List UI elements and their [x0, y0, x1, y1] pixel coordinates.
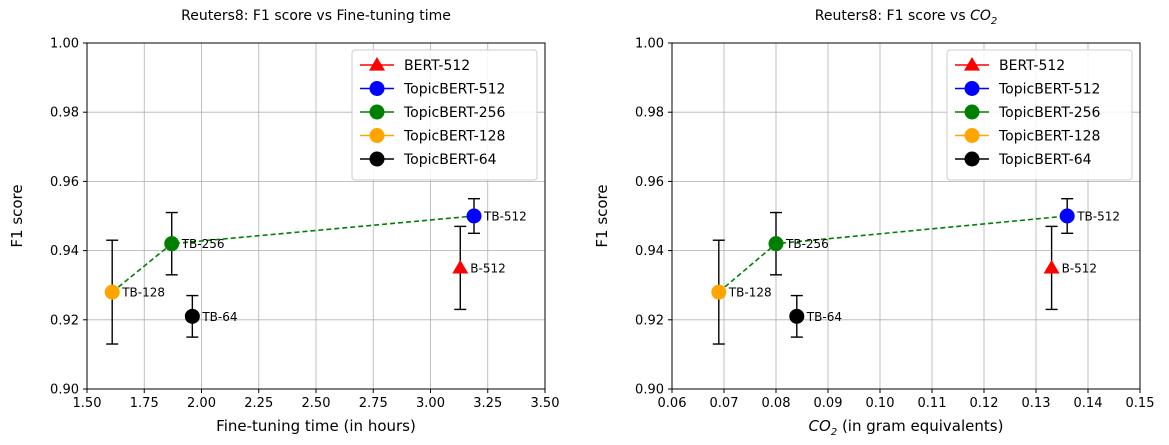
legend-marker: [370, 128, 385, 143]
legend-label: TopicBERT-256: [403, 105, 506, 121]
x-tick-label: 0.06: [658, 396, 687, 411]
legend: BERT-512 TopicBERT-512 TopicBERT-256 TopicB…: [352, 50, 537, 180]
legend-marker: [965, 128, 980, 143]
legend-label: TopicBERT-64: [998, 152, 1092, 168]
y-tick-label: 0.94: [50, 244, 79, 259]
series-topicbert-512: TB-512: [1060, 199, 1120, 234]
y-tick-label: 0.90: [50, 383, 79, 398]
x-axis-label: Fine-tuning time (in hours): [216, 417, 416, 435]
x-tick-label: 2.75: [359, 396, 388, 411]
point-label: TB-64: [806, 310, 842, 324]
point-label: B-512: [470, 261, 505, 275]
point-label: TB-128: [728, 286, 772, 300]
legend-label: TopicBERT-256: [998, 105, 1101, 121]
series-topicbert-512: TB-512: [467, 199, 527, 234]
x-tick-label: 3.00: [416, 396, 445, 411]
data-point: [185, 309, 200, 324]
series-topicbert-64: TB-64: [789, 296, 842, 338]
x-tick-label: 2.00: [187, 396, 216, 411]
x-tick-label: 0.15: [1126, 396, 1155, 411]
x-axis-label-co: CO: [809, 417, 831, 435]
legend-marker: [965, 81, 980, 96]
y-axis-label: F1 score: [593, 184, 611, 247]
legend-label: TopicBERT-512: [998, 82, 1100, 98]
chart-title: Reuters8: F1 score vs CO2: [815, 8, 998, 27]
point-label: TB-512: [483, 210, 527, 224]
chart-title-text: Reuters8: F1 score vs: [815, 8, 970, 24]
legend-marker: [370, 81, 385, 96]
legend-marker: [965, 152, 980, 167]
point-label: TB-512: [1076, 210, 1120, 224]
data-point: [769, 236, 784, 251]
legend-label: TopicBERT-512: [403, 82, 505, 98]
legend-marker: [370, 152, 385, 167]
legend-label: TopicBERT-128: [403, 129, 505, 145]
legend: BERT-512 TopicBERT-512 TopicBERT-256 TopicB…: [947, 50, 1132, 180]
y-axis-label: F1 score: [8, 184, 26, 247]
series-topicbert-64: TB-64: [185, 296, 238, 338]
series-topicbert-256: TB-256: [769, 213, 829, 275]
y-tick-label: 0.98: [635, 106, 664, 121]
point-label: TB-256: [785, 237, 829, 251]
x-tick-label: 1.50: [73, 396, 102, 411]
x-tick-label: 0.07: [710, 396, 739, 411]
data-point: [1044, 260, 1060, 274]
x-tick-label: 3.25: [473, 396, 502, 411]
data-point: [711, 285, 726, 300]
y-tick-label: 1.00: [50, 37, 79, 52]
series-bert-512: B-512: [452, 226, 505, 309]
data-point: [105, 285, 120, 300]
series-bert-512: B-512: [1044, 226, 1097, 309]
y-tick-label: 1.00: [635, 37, 664, 52]
legend-label: BERT-512: [999, 58, 1065, 74]
x-tick-label: 0.13: [1022, 396, 1051, 411]
y-tick-label: 0.92: [50, 313, 79, 328]
chart-title-sub: 2: [991, 16, 997, 27]
x-tick-label: 0.12: [970, 396, 999, 411]
x-axis-label-rest: (in gram equivalents): [837, 417, 1003, 435]
point-label: TB-128: [121, 286, 165, 300]
chart-right-svg: 0.06 0.07 0.08 0.09 0.10 0.11 0.12 0.13 0.14 0.15…: [585, 0, 1169, 445]
x-tick-label: 0.10: [866, 396, 895, 411]
y-tick-label: 0.90: [635, 383, 664, 398]
legend-marker: [965, 105, 980, 120]
trend-line: [719, 216, 1067, 292]
point-label: TB-64: [201, 310, 237, 324]
x-axis-label-text: Fine-tuning time (in hours): [216, 417, 416, 435]
x-tick-label: 0.11: [918, 396, 947, 411]
trend-line: [112, 216, 474, 292]
y-tick-label: 0.96: [50, 175, 79, 190]
data-point: [789, 309, 804, 324]
y-tick-label: 0.96: [635, 175, 664, 190]
x-tick-label: 0.14: [1074, 396, 1103, 411]
x-tick-label: 0.08: [762, 396, 791, 411]
data-point: [1060, 209, 1075, 224]
legend-label: TopicBERT-64: [403, 152, 497, 168]
y-tick-label: 0.92: [635, 313, 664, 328]
x-tick-label: 1.75: [130, 396, 159, 411]
x-tick-label: 0.09: [814, 396, 843, 411]
y-tick-label: 0.94: [635, 244, 664, 259]
legend-marker: [370, 105, 385, 120]
chart-left: 1.50 1.75 2.00 2.25 2.50 2.75 3.00 3.25 3.50 0.90…: [0, 0, 584, 445]
data-point: [452, 260, 468, 274]
chart-right: 0.06 0.07 0.08 0.09 0.10 0.11 0.12 0.13 0.14 0.15…: [585, 0, 1169, 445]
legend-label: TopicBERT-128: [998, 129, 1100, 145]
point-label: TB-256: [181, 237, 225, 251]
x-axis-label: CO2 (in gram equivalents): [809, 417, 1004, 438]
data-point: [164, 236, 179, 251]
chart-left-svg: 1.50 1.75 2.00 2.25 2.50 2.75 3.00 3.25 3.50 0.90…: [0, 0, 584, 445]
x-tick-label: 2.50: [302, 396, 331, 411]
x-tick-label: 2.25: [244, 396, 273, 411]
chart-title-text: Reuters8: F1 score vs Fine-tuning time: [181, 8, 451, 24]
x-tick-label: 3.50: [531, 396, 560, 411]
point-label: B-512: [1062, 261, 1097, 275]
chart-title-co: CO: [970, 8, 991, 24]
legend-label: BERT-512: [404, 58, 470, 74]
series-topicbert-256: TB-256: [164, 213, 224, 275]
y-tick-label: 0.98: [50, 106, 79, 121]
data-point: [467, 209, 482, 224]
chart-title: Reuters8: F1 score vs Fine-tuning time: [181, 8, 451, 24]
